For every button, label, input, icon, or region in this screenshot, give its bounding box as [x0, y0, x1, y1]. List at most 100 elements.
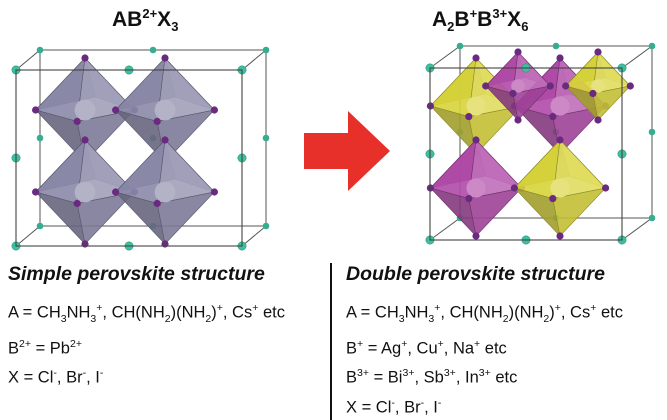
composition-seg: , CH(NH	[102, 303, 165, 322]
x-site-atom	[589, 89, 597, 98]
formula-seg: B	[454, 8, 470, 31]
composition-line: X = Cl-, Br-, I-	[8, 361, 328, 391]
simple-perovskite-info: Simple perovskite structure A = CH3NH3+,…	[8, 263, 328, 391]
composition-seg: , Br	[56, 368, 83, 387]
double-perovskite-crystal	[425, 42, 656, 245]
x-site-atom	[594, 116, 602, 124]
cell-edge	[15, 69, 243, 247]
cell-edge	[15, 225, 41, 247]
x-site-atom	[472, 136, 480, 144]
a-site-atom	[648, 214, 656, 222]
cell-edge	[621, 45, 653, 69]
composition-line: A = CH3NH3+, CH(NH2)(NH2)+, Cs+ etc	[346, 296, 667, 332]
simple-perovskite-formula: AB2+X3	[112, 6, 178, 34]
formula-seg: 2	[447, 19, 455, 35]
b-site-atom	[550, 178, 570, 198]
x-site-atom	[556, 136, 564, 144]
composition-seg: -	[420, 396, 425, 409]
composition-seg: , Sb	[414, 368, 444, 387]
composition-seg: NH	[404, 303, 429, 322]
cell-edge	[429, 217, 461, 241]
composition-seg: = Pb	[31, 339, 70, 358]
b-site-atom	[74, 181, 96, 203]
formula-seg: X	[507, 8, 522, 31]
formula-seg: X	[157, 8, 172, 31]
composition-line: X = Cl-, Br-, I-	[346, 391, 667, 420]
double-perovskite-info: Double perovskite structure A = CH3NH3+,…	[346, 263, 667, 420]
composition-seg: -	[391, 396, 395, 409]
x-site-atom	[112, 106, 120, 114]
x-site-atom	[465, 112, 473, 121]
composition-seg: -	[53, 367, 57, 380]
x-site-atom	[472, 54, 480, 62]
composition-seg: = Bi	[369, 368, 403, 387]
x-site-atom	[81, 54, 89, 62]
composition-seg: A = CH	[346, 303, 399, 322]
composition-seg: 2+	[19, 337, 31, 350]
x-site-atom	[556, 232, 564, 240]
formula-seg: AB	[112, 8, 143, 31]
composition-seg: 2	[205, 312, 212, 325]
b-site-atom	[74, 99, 96, 121]
composition-seg: +	[434, 302, 441, 314]
octahedron-face	[552, 105, 607, 155]
a-site-atom	[36, 134, 44, 142]
x-site-atom	[549, 194, 557, 203]
composition-seg: 3+	[478, 367, 491, 380]
composition-seg: +	[401, 337, 408, 350]
composition-seg: X = Cl	[346, 398, 392, 417]
x-site-atom	[73, 117, 81, 126]
composition-seg: , CH(NH	[440, 303, 503, 322]
double-perovskite-lines: A = CH3NH3+, CH(NH2)(NH2)+, Cs+ etc B+ = …	[346, 296, 667, 420]
cell-edge	[241, 225, 267, 247]
cell-edge	[429, 67, 623, 241]
simple-perovskite-lines: A = CH3NH3+, CH(NH2)(NH2)+, Cs+ etc B2+ =…	[8, 296, 328, 391]
composition-seg: NH	[66, 303, 91, 322]
composition-seg: etc	[258, 303, 285, 322]
x-site-atom	[556, 54, 564, 62]
transformation-arrow-icon	[304, 111, 390, 191]
x-site-atom	[153, 117, 161, 126]
composition-seg: etc	[490, 368, 518, 387]
x-site-atom	[562, 82, 570, 90]
column-divider	[330, 263, 332, 420]
composition-seg: 3+	[357, 367, 369, 380]
x-site-atom	[482, 82, 490, 90]
composition-seg: , Na	[443, 339, 475, 358]
composition-line: B+ = Ag+, Cu+, Na+ etc	[346, 332, 667, 362]
composition-seg: )	[549, 303, 555, 322]
x-site-atom	[510, 184, 518, 192]
composition-seg: 3	[428, 312, 435, 325]
x-site-atom	[549, 112, 557, 121]
b-site-atom	[591, 79, 605, 93]
composition-seg: 2	[502, 312, 509, 325]
b-site-atom	[466, 96, 486, 116]
composition-line: A = CH3NH3+, CH(NH2)(NH2)+, Cs+ etc	[8, 296, 328, 332]
octahedron-face	[156, 191, 216, 245]
composition-seg: , Cs	[560, 303, 591, 322]
a-site-atom	[262, 46, 270, 54]
composition-seg: +	[357, 337, 364, 350]
a-site-atom	[648, 42, 656, 50]
simple-perovskite-heading: Simple perovskite structure	[8, 263, 265, 285]
composition-seg: 2	[543, 312, 550, 325]
octahedron-face	[552, 187, 607, 237]
a-site-atom	[262, 222, 270, 230]
composition-seg: etc	[480, 339, 507, 358]
x-site-atom	[472, 232, 480, 240]
x-site-atom	[514, 116, 522, 124]
composition-seg: etc	[596, 303, 623, 322]
composition-seg: , I	[424, 398, 438, 417]
formula-seg: +	[469, 6, 478, 21]
composition-seg: 3	[90, 312, 97, 325]
composition-seg: 3	[60, 312, 67, 325]
double-perovskite-formula: A2B+B3+X6	[432, 6, 528, 34]
cell-edge	[621, 217, 653, 241]
composition-line: B3+ = Bi3+, Sb3+, In3+ etc	[346, 361, 667, 391]
a-site-atom	[456, 42, 464, 50]
composition-seg: -	[82, 367, 87, 380]
x-site-atom	[626, 82, 634, 90]
composition-seg: , In	[455, 368, 479, 387]
simple-perovskite-crystal	[11, 46, 270, 251]
b-site-atom	[154, 99, 176, 121]
